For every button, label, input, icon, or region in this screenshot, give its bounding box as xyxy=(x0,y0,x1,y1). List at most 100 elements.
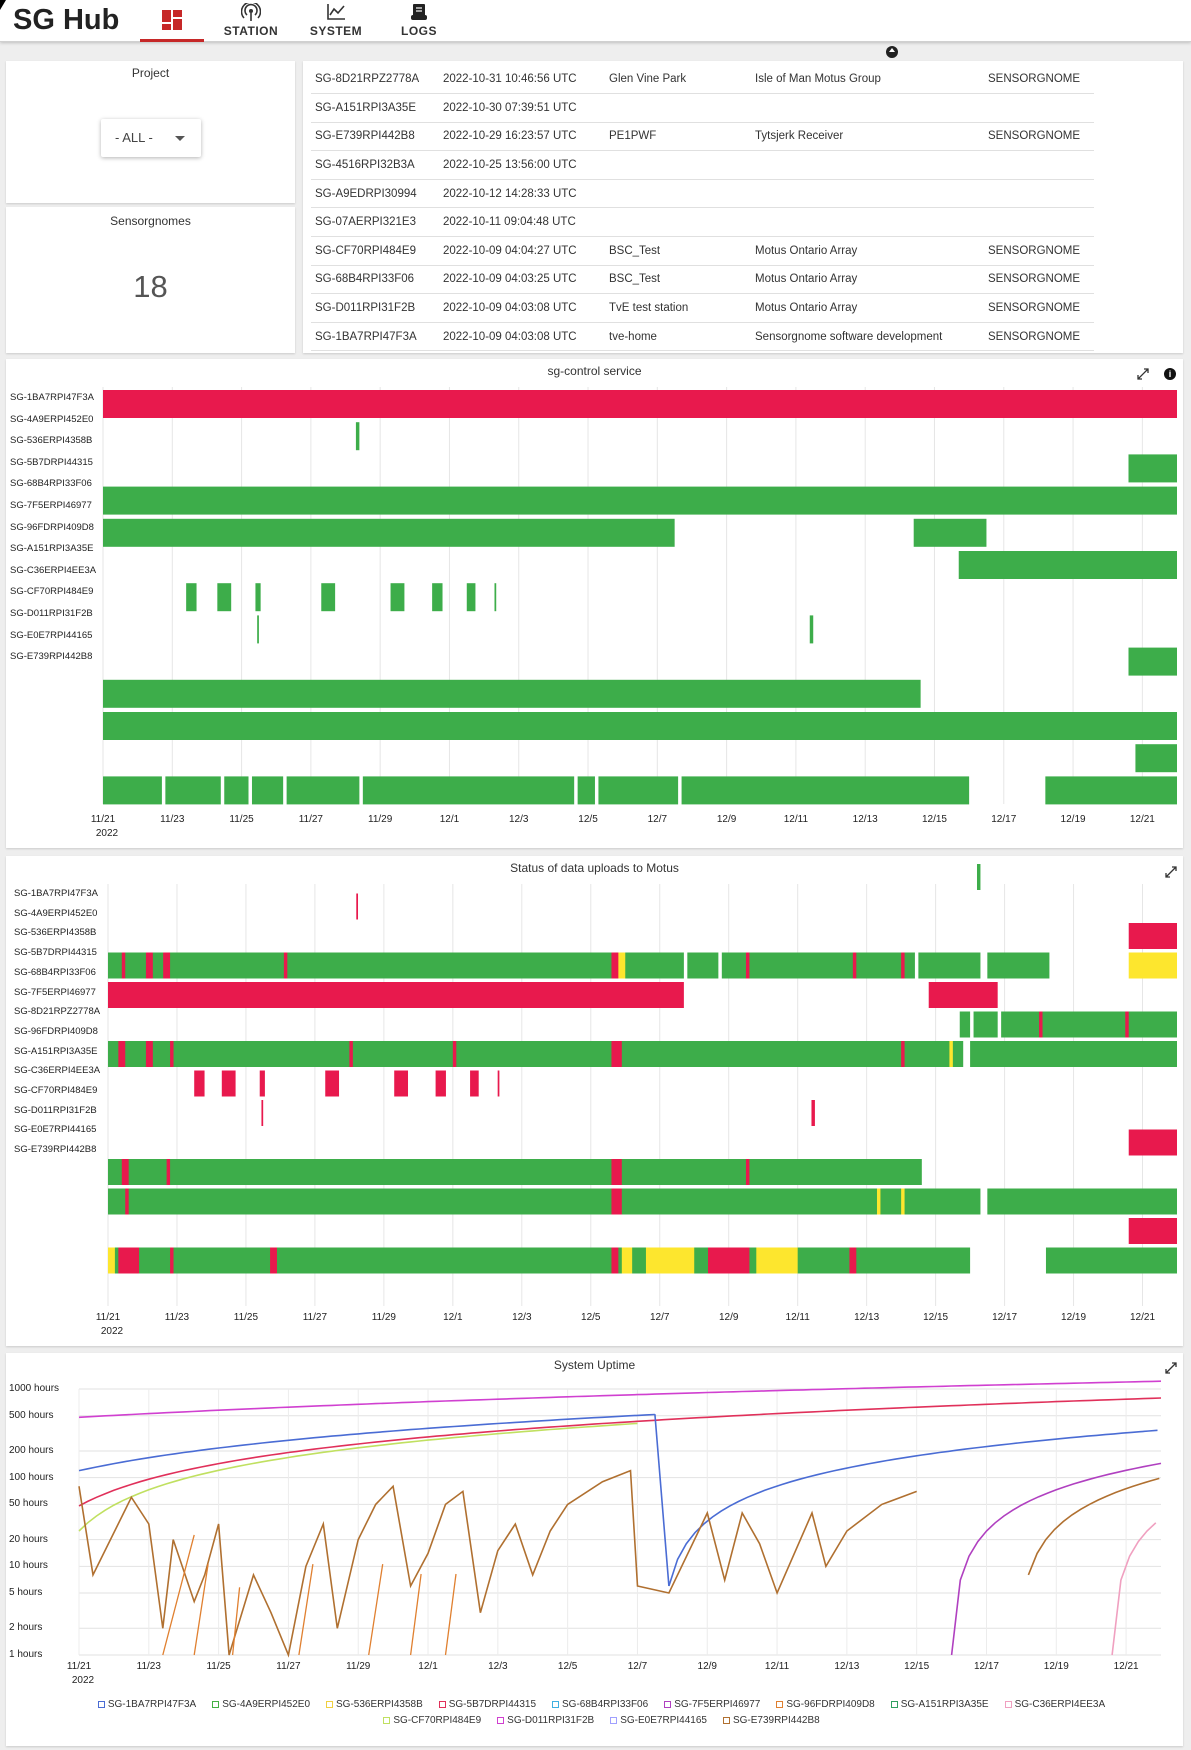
timeline-bar[interactable] xyxy=(108,1247,971,1274)
timeline-bar[interactable] xyxy=(756,1247,798,1274)
series-line[interactable] xyxy=(1111,1522,1157,1656)
timeline-bar[interactable] xyxy=(745,952,750,979)
legend-item[interactable]: SG-E0E7RPI44165 xyxy=(610,1715,707,1726)
tab-logs[interactable]: LOGS xyxy=(390,0,448,42)
timeline-bar[interactable] xyxy=(103,518,675,547)
timeline-bar[interactable] xyxy=(145,1041,153,1067)
timeline-bar[interactable] xyxy=(286,776,360,805)
series-line[interactable] xyxy=(1027,1477,1160,1576)
timeline-bar[interactable] xyxy=(645,1247,695,1274)
legend-item[interactable]: SG-D011RPI31F2B xyxy=(497,1715,594,1726)
timeline-bar[interactable] xyxy=(221,1070,236,1097)
series-line[interactable] xyxy=(654,1414,670,1587)
timeline-bar[interactable] xyxy=(121,952,126,979)
timeline-bar[interactable] xyxy=(958,551,1177,579)
timeline-bar[interactable] xyxy=(390,583,405,612)
timeline-bar[interactable] xyxy=(321,583,336,612)
timeline-bar[interactable] xyxy=(255,583,261,612)
timeline-bar[interactable] xyxy=(325,1070,340,1097)
timeline-bar[interactable] xyxy=(1128,647,1177,676)
legend-item[interactable]: SG-1BA7RPI47F3A xyxy=(97,1699,196,1710)
timeline-bar[interactable] xyxy=(976,864,981,890)
timeline-bar[interactable] xyxy=(118,1041,126,1067)
timeline-bar[interactable] xyxy=(108,1159,922,1185)
timeline-bar[interactable] xyxy=(681,776,970,805)
table-row[interactable]: SG-E739RPI442B8 2022-10-29 16:23:57 UTC PE… xyxy=(311,122,1094,152)
timeline-bar[interactable] xyxy=(283,952,288,979)
timeline-bar[interactable] xyxy=(913,518,987,547)
table-row[interactable]: SG-CF70RPI484E9 2022-10-09 04:04:27 UTC BS… xyxy=(311,236,1094,266)
timeline-bar[interactable] xyxy=(362,776,575,805)
timeline-bar[interactable] xyxy=(618,952,626,979)
legend-item[interactable]: SG-96FDRPI409D8 xyxy=(776,1699,875,1710)
timeline-bar[interactable] xyxy=(163,952,171,979)
timeline-bar[interactable] xyxy=(687,952,719,979)
timeline-bar[interactable] xyxy=(809,615,814,644)
timeline-bar[interactable] xyxy=(270,1247,277,1274)
timeline-bar[interactable] xyxy=(745,1159,750,1185)
table-row[interactable]: SG-8D21RPZ2778A 2022-10-31 10:46:56 UTC Gl… xyxy=(311,65,1094,95)
table-row[interactable]: SG-1BA7RPI47F3A 2022-10-09 04:03:08 UTC tv… xyxy=(311,322,1094,352)
legend-item[interactable]: SG-7F5ERPI46977 xyxy=(664,1699,760,1710)
timeline-bar[interactable] xyxy=(497,1070,500,1097)
timeline-bar[interactable] xyxy=(432,583,443,612)
series-line[interactable] xyxy=(78,1380,1162,1419)
timeline-bar[interactable] xyxy=(1125,1011,1129,1038)
series-line[interactable] xyxy=(78,1422,638,1532)
timeline-bar[interactable] xyxy=(259,1070,265,1097)
timeline-bar[interactable] xyxy=(394,1070,409,1097)
legend-item[interactable]: SG-68B4RPI33F06 xyxy=(552,1699,648,1710)
expand-icon[interactable] xyxy=(1165,866,1177,878)
timeline-bar[interactable] xyxy=(987,1188,1177,1215)
timeline-bar[interactable] xyxy=(1128,923,1177,949)
series-line[interactable] xyxy=(298,1564,314,1656)
timeline-bar[interactable] xyxy=(103,486,1177,515)
timeline-bar[interactable] xyxy=(811,1100,815,1126)
project-select[interactable]: - ALL - xyxy=(101,119,201,157)
timeline-bar[interactable] xyxy=(598,776,679,805)
timeline-bar[interactable] xyxy=(165,776,221,805)
timeline-bar[interactable] xyxy=(959,1011,971,1038)
series-line[interactable] xyxy=(950,1462,1162,1656)
timeline-bar[interactable] xyxy=(261,1100,264,1126)
legend-item[interactable]: SG-A151RPI3A35E xyxy=(890,1699,989,1710)
timeline-bar[interactable] xyxy=(355,422,360,451)
timeline-bar[interactable] xyxy=(108,952,684,979)
table-row[interactable]: SG-D011RPI31F2B 2022-10-09 04:03:08 UTC Tv… xyxy=(311,293,1094,323)
timeline-bar[interactable] xyxy=(621,1247,633,1274)
series-line[interactable] xyxy=(78,1469,917,1658)
timeline-bar[interactable] xyxy=(224,776,249,805)
timeline-bar[interactable] xyxy=(852,952,857,979)
timeline-bar[interactable] xyxy=(103,390,1177,418)
timeline-bar[interactable] xyxy=(1045,1247,1177,1274)
timeline-bar[interactable] xyxy=(901,952,905,979)
legend-item[interactable]: SG-5B7DRPI44315 xyxy=(438,1699,536,1710)
timeline-bar[interactable] xyxy=(118,1247,140,1274)
series-line[interactable] xyxy=(193,1564,209,1656)
timeline-bar[interactable] xyxy=(1128,454,1177,483)
tab-dashboard[interactable] xyxy=(140,0,204,42)
timeline-bar[interactable] xyxy=(611,952,622,979)
table-row[interactable]: SG-4516RPI32B3A 2022-10-25 13:56:00 UTC xyxy=(311,150,1094,180)
timeline-bar[interactable] xyxy=(257,615,259,644)
timeline-bar[interactable] xyxy=(186,583,197,612)
timeline-bar[interactable] xyxy=(145,952,153,979)
timeline-bar[interactable] xyxy=(166,1159,171,1185)
legend-item[interactable]: SG-CF70RPI484E9 xyxy=(383,1715,481,1726)
timeline-bar[interactable] xyxy=(170,1247,174,1274)
tab-system[interactable]: SYSTEM xyxy=(302,0,370,42)
tab-station[interactable]: STATION xyxy=(216,0,286,42)
timeline-bar[interactable] xyxy=(108,1188,981,1215)
series-line[interactable] xyxy=(78,1413,655,1472)
series-line[interactable] xyxy=(162,1534,195,1656)
expand-icon[interactable] xyxy=(1137,368,1149,380)
timeline-bar[interactable] xyxy=(577,776,595,805)
series-line[interactable] xyxy=(444,1573,457,1656)
legend-item[interactable]: SG-4A9ERPI452E0 xyxy=(212,1699,310,1710)
timeline-bar[interactable] xyxy=(901,1188,905,1215)
timeline-bar[interactable] xyxy=(494,583,497,612)
timeline-bar[interactable] xyxy=(121,1159,129,1185)
timeline-bar[interactable] xyxy=(876,1188,881,1215)
timeline-bar[interactable] xyxy=(1045,776,1177,805)
legend-item[interactable]: SG-C36ERPI4EE3A xyxy=(1004,1699,1105,1710)
